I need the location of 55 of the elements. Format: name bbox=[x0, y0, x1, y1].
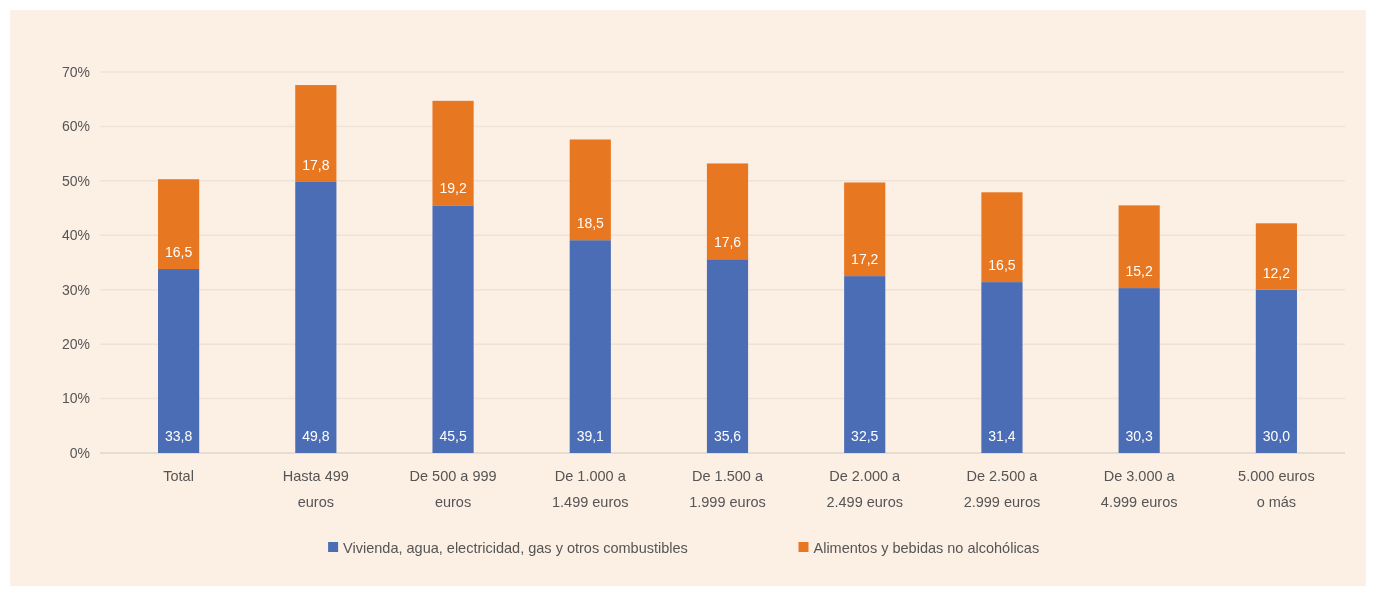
y-tick-label: 40% bbox=[61, 227, 90, 244]
bar bbox=[158, 179, 200, 270]
x-tick-label: De 1.000 a 1.499 euros bbox=[551, 468, 629, 510]
data-label: 17,2 bbox=[851, 251, 879, 268]
x-tick-label: De 2.500 a 2.999 euros bbox=[963, 468, 1041, 510]
data-label: 17,6 bbox=[713, 234, 742, 251]
y-tick-label: 30% bbox=[61, 281, 90, 298]
data-label: 30,3 bbox=[1125, 428, 1153, 444]
bar bbox=[569, 240, 611, 453]
data-label: 35,6 bbox=[713, 428, 742, 444]
bar bbox=[432, 205, 474, 453]
bar bbox=[844, 276, 886, 453]
bar bbox=[158, 269, 200, 453]
bar bbox=[1255, 223, 1297, 290]
bar bbox=[981, 282, 1023, 453]
data-label: 30,0 bbox=[1262, 428, 1291, 444]
data-label: 16,5 bbox=[164, 244, 193, 261]
y-tick-label: 0% bbox=[69, 444, 90, 461]
y-tick-label: 10% bbox=[61, 390, 90, 407]
data-label: 31,4 bbox=[988, 428, 1016, 444]
y-tick-label: 20% bbox=[61, 336, 90, 353]
y-tick-label: 50% bbox=[61, 172, 90, 189]
x-tick-label: De 2.000 a 2.499 euros bbox=[826, 468, 904, 510]
bar bbox=[432, 100, 474, 206]
data-label: 16,5 bbox=[988, 257, 1016, 274]
bar bbox=[1118, 288, 1160, 453]
bar bbox=[295, 181, 337, 453]
data-label: 32,5 bbox=[851, 428, 879, 444]
bar bbox=[1118, 205, 1160, 289]
data-label: 17,8 bbox=[302, 156, 330, 173]
bar bbox=[981, 192, 1023, 283]
y-tick-label: 60% bbox=[61, 118, 90, 135]
data-label: 49,8 bbox=[302, 428, 330, 444]
x-tick-label: De 500 a 999 euros bbox=[409, 468, 497, 510]
data-label: 15,2 bbox=[1125, 263, 1153, 280]
bar bbox=[1255, 289, 1297, 453]
bar bbox=[706, 259, 749, 453]
data-label: 18,5 bbox=[576, 215, 605, 232]
bar bbox=[569, 139, 611, 241]
data-label: 12,2 bbox=[1262, 264, 1291, 281]
x-tick-label: De 3.000 a 4.999 euros bbox=[1100, 468, 1178, 510]
bar bbox=[844, 182, 886, 277]
bar bbox=[706, 163, 749, 260]
legend-label: Vivienda, agua, electricidad, gas y otros combustibles bbox=[343, 540, 688, 557]
y-tick-label: 70% bbox=[61, 63, 90, 80]
bar bbox=[295, 85, 337, 182]
data-label: 19,2 bbox=[439, 180, 467, 197]
legend-label: Alimentos y bebidas no alcohólicas bbox=[813, 540, 1040, 557]
x-tick-label: Total bbox=[163, 468, 194, 484]
x-tick-label: 5.000 euros o más bbox=[1238, 468, 1315, 510]
x-tick-label: De 1.500 a 1.999 euros bbox=[689, 468, 766, 510]
data-label: 39,1 bbox=[576, 428, 605, 444]
data-label: 45,5 bbox=[439, 428, 467, 444]
x-tick-label: Hasta 499 euros bbox=[282, 468, 349, 510]
data-label: 33,8 bbox=[164, 428, 193, 444]
